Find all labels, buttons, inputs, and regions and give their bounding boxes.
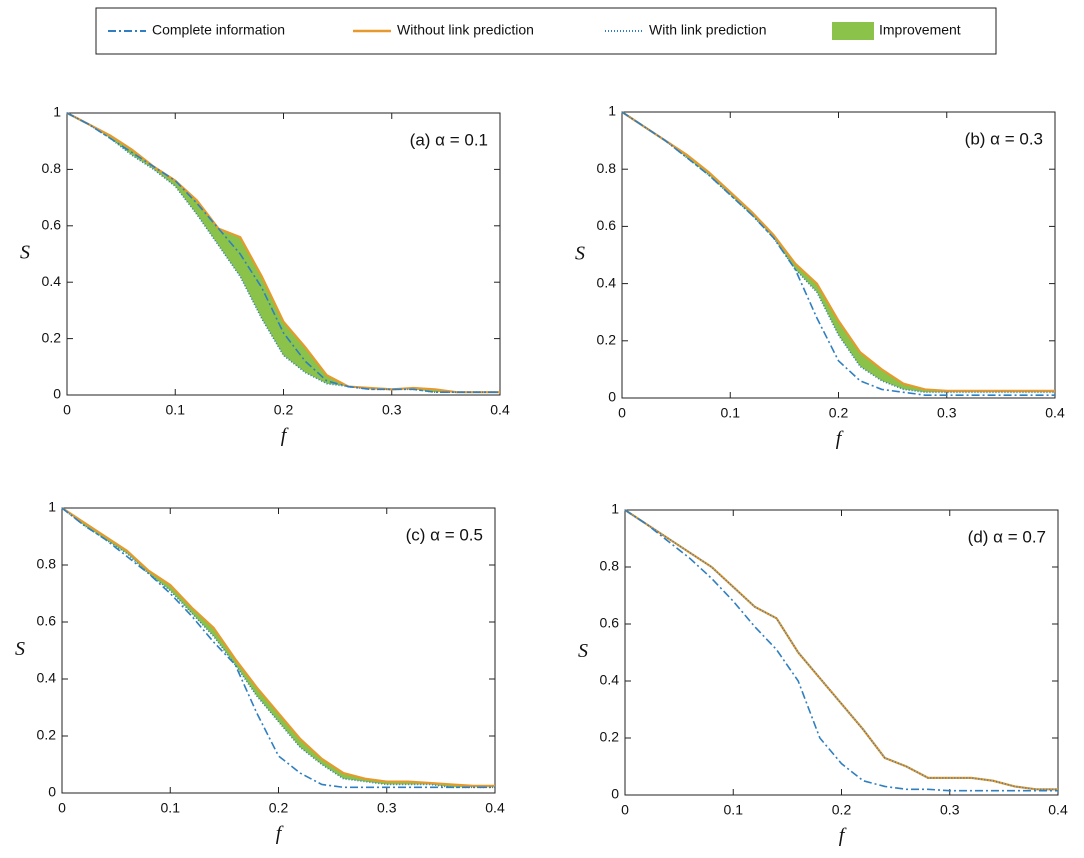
legend-label: With link prediction	[649, 22, 767, 38]
y-tick-label: 0.6	[597, 217, 617, 233]
x-tick-label: 0.3	[940, 802, 960, 818]
y-tick-label: 0.8	[37, 556, 57, 572]
y-tick-label: 0.6	[600, 615, 620, 631]
annotation: (d) α = 0.7	[968, 527, 1046, 546]
series-line	[61, 507, 495, 787]
series-line	[66, 112, 500, 394]
y-axis-label: S	[15, 638, 25, 660]
y-tick-label: 1	[53, 104, 61, 120]
series-line	[621, 111, 1055, 396]
y-axis-label: S	[575, 243, 585, 265]
y-tick-label: 0.6	[37, 613, 57, 629]
y-tick-label: 0.4	[600, 672, 620, 688]
y-axis-label: S	[20, 242, 30, 264]
series-line	[66, 112, 500, 393]
y-tick-label: 0.2	[597, 332, 617, 348]
y-tick-label: 0.2	[42, 329, 62, 345]
x-tick-label: 0.1	[166, 402, 186, 418]
series-line	[624, 509, 1058, 791]
x-tick-label: 0.4	[485, 800, 505, 816]
x-tick-label: 0.3	[382, 402, 402, 418]
x-tick-label: 0.3	[377, 800, 397, 816]
x-axis-label: f	[839, 825, 847, 847]
y-tick-label: 0.8	[597, 160, 617, 176]
x-axis-label: f	[276, 823, 284, 845]
series-line	[61, 507, 495, 789]
x-tick-label: 0.1	[161, 800, 181, 816]
x-tick-label: 0.2	[832, 802, 852, 818]
legend-label: Complete information	[152, 22, 285, 38]
y-tick-label: 0.2	[37, 727, 57, 743]
legend-label: Without link prediction	[397, 22, 534, 38]
y-tick-label: 0.4	[37, 670, 57, 686]
y-tick-label: 0.8	[42, 160, 62, 176]
y-tick-label: 0.4	[597, 274, 617, 290]
x-tick-label: 0	[621, 802, 629, 818]
y-tick-label: 0.8	[600, 558, 620, 574]
x-tick-label: 0.2	[269, 800, 289, 816]
y-tick-label: 1	[48, 499, 56, 515]
improvement-area	[67, 113, 500, 393]
y-tick-label: 0	[608, 389, 616, 405]
x-tick-label: 0.3	[937, 405, 957, 421]
x-tick-label: 0	[618, 405, 626, 421]
y-tick-label: 0	[53, 386, 61, 402]
series-line	[621, 111, 1055, 392]
annotation: (a) α = 0.1	[410, 130, 488, 149]
y-tick-label: 0	[48, 784, 56, 800]
annotation: (b) α = 0.3	[965, 129, 1043, 148]
y-tick-label: 1	[611, 501, 619, 517]
legend-swatch	[832, 22, 874, 40]
x-tick-label: 0.4	[1045, 405, 1065, 421]
x-tick-label: 0	[63, 402, 71, 418]
x-tick-label: 0.1	[724, 802, 744, 818]
series-line	[624, 509, 1058, 791]
legend: Complete information Without link predic…	[95, 7, 997, 55]
legend-label: Improvement	[879, 22, 961, 38]
y-axis-label: S	[578, 640, 588, 662]
x-tick-label: 0.2	[829, 405, 849, 421]
series-line	[624, 509, 1058, 792]
x-tick-label: 0.1	[721, 405, 741, 421]
annotation: (c) α = 0.5	[406, 525, 483, 544]
y-tick-label: 0.6	[42, 217, 62, 233]
x-tick-label: 0	[58, 800, 66, 816]
y-tick-label: 1	[608, 103, 616, 119]
x-axis-label: f	[281, 425, 289, 447]
x-axis-label: f	[836, 428, 844, 450]
x-tick-label: 0.2	[274, 402, 294, 418]
y-tick-label: 0.4	[42, 273, 62, 289]
x-tick-label: 0.4	[490, 402, 510, 418]
x-tick-label: 0.4	[1048, 802, 1068, 818]
y-tick-label: 0	[611, 786, 619, 802]
series-line	[621, 111, 1055, 394]
y-tick-label: 0.2	[600, 729, 620, 745]
